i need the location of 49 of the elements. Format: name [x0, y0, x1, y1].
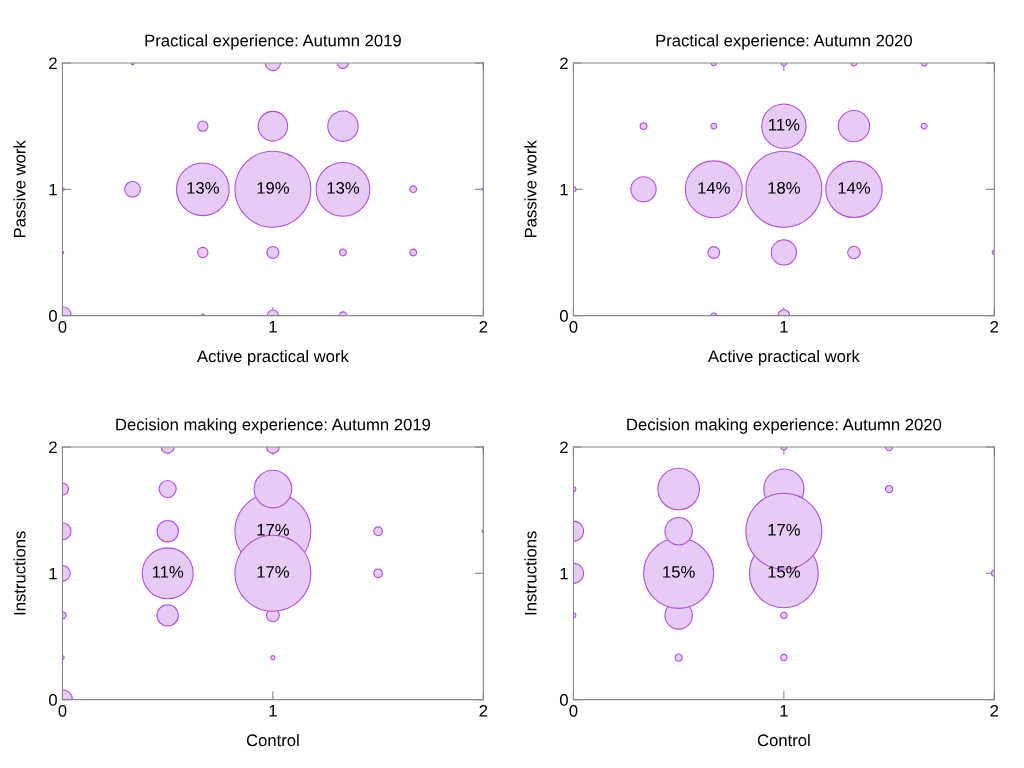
y-tick-label: 0 — [48, 310, 57, 322]
annotation: 17% — [768, 523, 800, 536]
x-tick-label: 1 — [780, 705, 788, 717]
annotation: 17% — [257, 523, 289, 536]
y-axis-title: Instructions — [524, 531, 537, 615]
annotation: 11% — [769, 118, 800, 131]
y-tick-label: 0 — [559, 694, 568, 706]
x-tick-label: 0 — [569, 320, 578, 333]
x-tick-label: 0 — [58, 704, 67, 717]
x-tick-label: 2 — [479, 704, 488, 717]
y-tick-label: 1 — [560, 567, 568, 580]
annotation: 19% — [257, 181, 289, 194]
x-tick-label: 1 — [780, 321, 788, 333]
annotation: 11% — [152, 566, 184, 578]
y-tick-label: 1 — [49, 567, 57, 580]
annotation: 13% — [187, 181, 219, 194]
y-tick-label: 1 — [49, 183, 57, 196]
x-axis-title: Active practical work — [707, 349, 860, 366]
x-axis-title: Control — [757, 733, 810, 747]
chart-title: Decision making experience: Autumn 2019 — [116, 418, 431, 434]
x-axis-title: Control — [246, 733, 299, 747]
x-tick-label: 0 — [569, 704, 578, 717]
y-axis-title: Passive work — [524, 140, 537, 238]
annotation: 14% — [698, 182, 730, 194]
y-tick-label: 0 — [559, 310, 568, 322]
annotation: 17% — [257, 566, 289, 578]
y-tick-label: 2 — [49, 57, 57, 70]
x-tick-label: 1 — [269, 321, 277, 333]
chart-title: Practical experience: Autumn 2020 — [656, 34, 913, 50]
x-tick-label: 2 — [479, 320, 488, 333]
annotation: 13% — [327, 181, 360, 194]
x-axis-title: Active practical work — [196, 349, 349, 366]
x-tick-label: 2 — [990, 320, 999, 333]
chart-title: Decision making experience: Autumn 2020 — [627, 418, 942, 434]
x-tick-label: 2 — [990, 704, 999, 717]
y-tick-label: 0 — [48, 694, 57, 706]
x-tick-label: 1 — [269, 705, 277, 717]
y-axis-title: Passive work — [13, 140, 26, 238]
y-tick-label: 2 — [560, 57, 568, 70]
y-tick-label: 2 — [560, 441, 568, 454]
y-axis-title: Instructions — [13, 531, 26, 615]
y-tick-label: 2 — [49, 441, 57, 454]
chart-title: Practical experience: Autumn 2019 — [145, 34, 401, 50]
annotation: 14% — [838, 182, 871, 194]
x-tick-label: 0 — [58, 320, 67, 333]
y-tick-label: 1 — [560, 183, 568, 196]
annotation: 18% — [768, 181, 800, 194]
annotation: 15% — [663, 566, 695, 578]
annotation: 15% — [768, 566, 800, 578]
